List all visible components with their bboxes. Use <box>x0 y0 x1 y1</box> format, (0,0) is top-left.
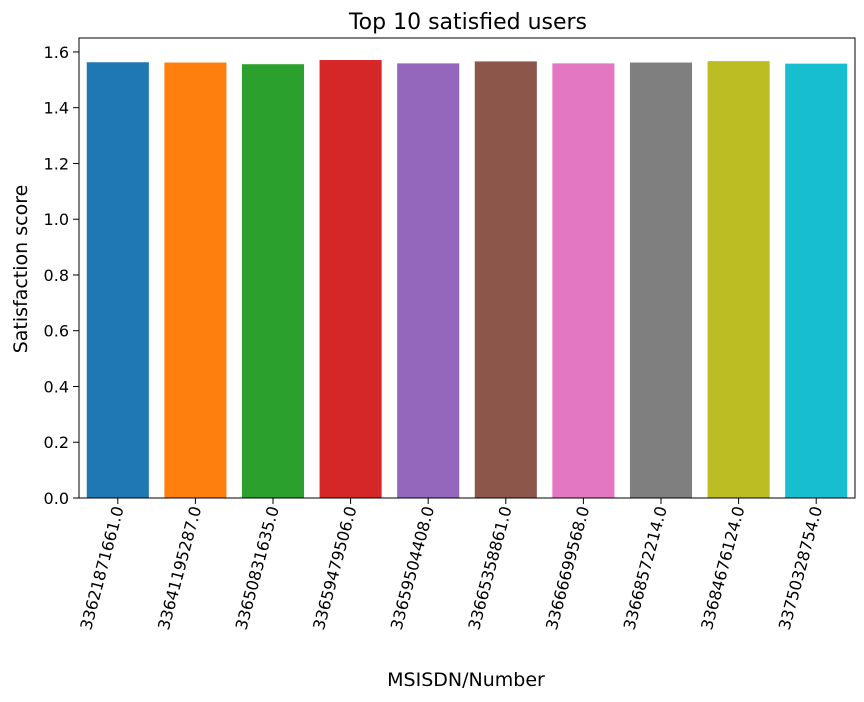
x-tick-label: 33666699568.0 <box>542 504 593 632</box>
x-tick-label: 33659504408.0 <box>387 504 438 632</box>
bar <box>707 61 770 498</box>
bar <box>164 62 227 499</box>
bar <box>552 63 615 499</box>
y-tick-label: 0.6 <box>44 322 69 341</box>
chart-title: Top 10 satisfied users <box>348 10 587 35</box>
y-tick-label: 1.6 <box>44 43 69 62</box>
plot-frame <box>78 37 856 499</box>
x-tick-label: 33621871661.0 <box>76 504 127 632</box>
bars <box>86 60 848 499</box>
x-tick-label: 33750328754.0 <box>775 504 826 632</box>
y-tick-label: 1.2 <box>44 154 69 173</box>
bar <box>319 60 382 499</box>
y-axis-label: Satisfaction score <box>10 185 32 354</box>
bar <box>629 62 693 499</box>
x-tick-label: 33668572214.0 <box>620 504 671 632</box>
x-tick-label: 33684676124.0 <box>697 504 748 632</box>
x-tick-label: 33665358861.0 <box>464 504 515 632</box>
x-tick-label: 33650831635.0 <box>232 504 283 632</box>
bar <box>785 63 848 498</box>
bar <box>241 64 305 499</box>
y-tick-label: 1.4 <box>44 99 69 118</box>
x-tick-label: 33641195287.0 <box>154 504 205 632</box>
x-axis: 33621871661.0 33641195287.0 33650831635.0 3… <box>76 498 826 632</box>
y-tick-label: 0.4 <box>44 377 69 396</box>
y-tick-label: 1.0 <box>44 210 69 229</box>
y-tick-label: 0.0 <box>44 489 69 508</box>
bar <box>397 63 460 499</box>
x-tick-label: 33659479506.0 <box>309 504 360 632</box>
y-axis: 0.0 0.2 0.4 0.6 0.8 1.0 1.2 1.4 1.6 <box>44 43 79 508</box>
y-tick-label: 0.8 <box>44 266 69 285</box>
bar <box>474 61 537 498</box>
y-tick-label: 0.2 <box>44 433 69 452</box>
x-axis-label: MSISDN/Number <box>387 669 545 691</box>
bar <box>86 62 149 498</box>
